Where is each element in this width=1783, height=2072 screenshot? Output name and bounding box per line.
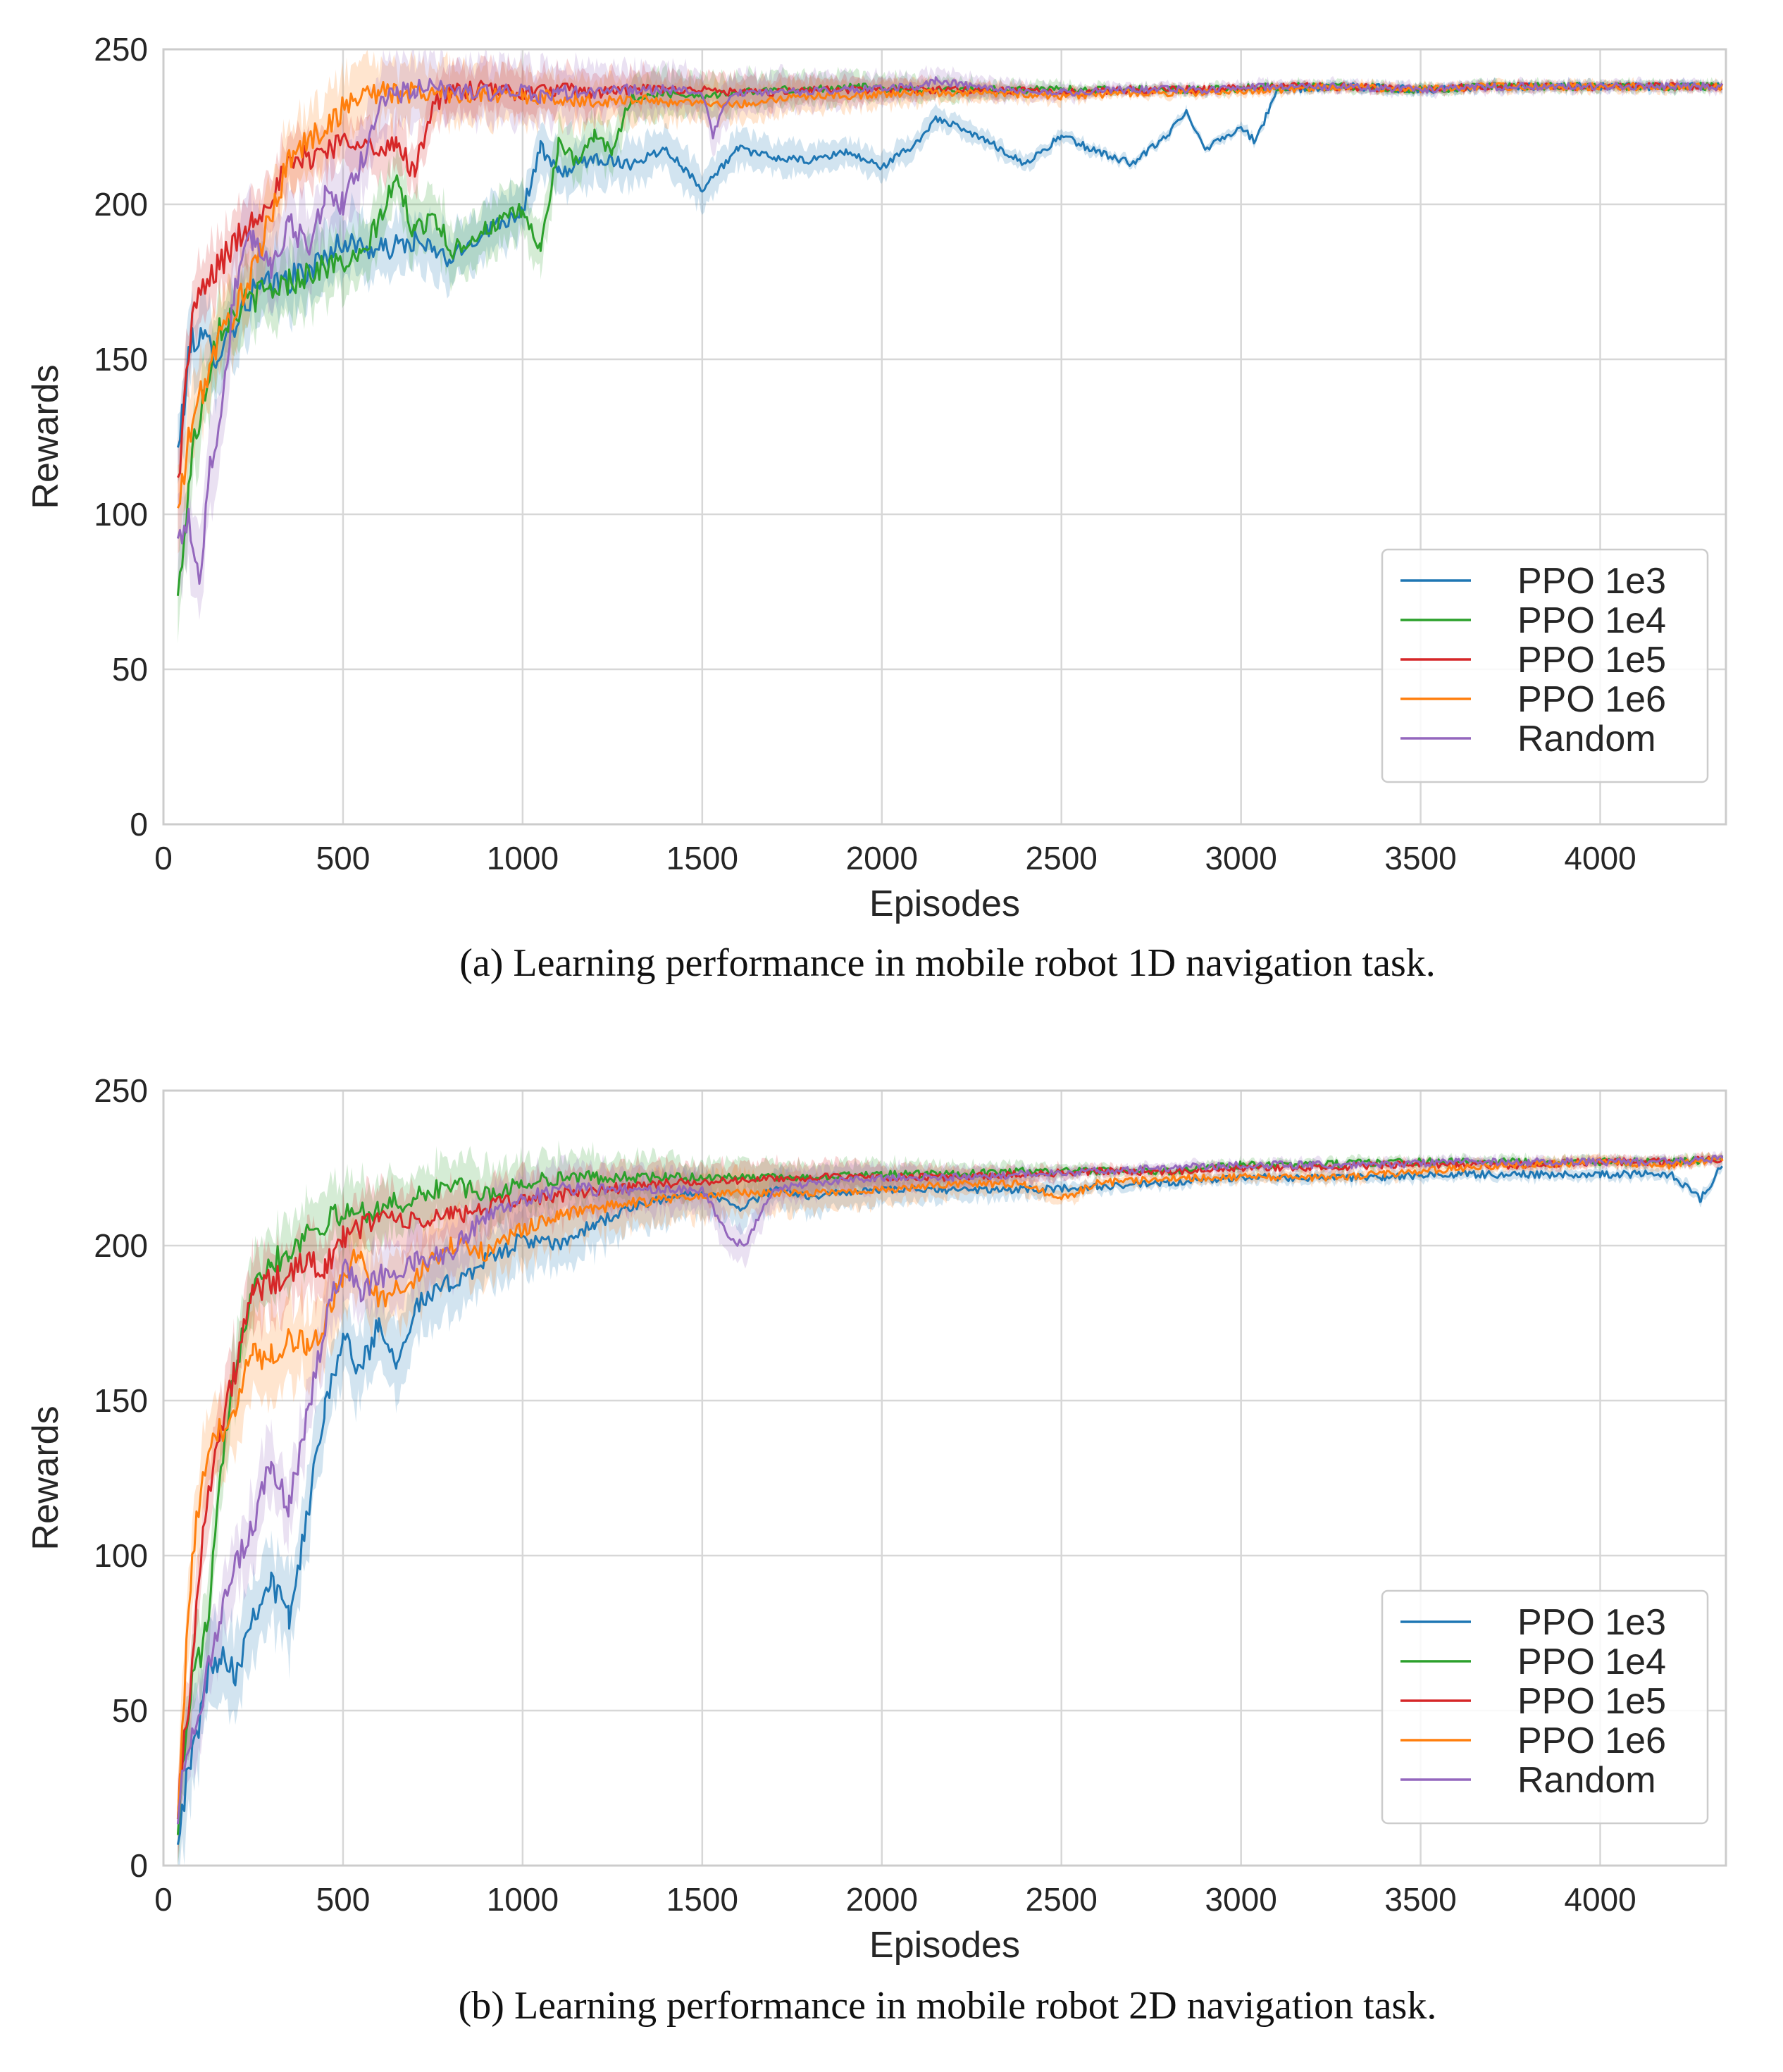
- x-tick-label: 2500: [1026, 1881, 1098, 1918]
- legend-box: [1381, 548, 1709, 783]
- panel-b-chart: 0 500 1000 1500 2000 2500 3000 3500 4000 0 50 100 15…: [25, 1072, 1727, 2028]
- confidence-band-ppo-1e4: [178, 1140, 1722, 1866]
- x-tick-label: 2000: [846, 840, 918, 876]
- x-tick-label: 0: [154, 1881, 173, 1918]
- panel-a-y-axis-label: Rewards: [25, 364, 66, 509]
- x-tick-label: 1500: [666, 840, 738, 876]
- panel-a-chart: 0 500 1000 1500 2000 2500 3000 3500 4000 0 50 100 15…: [25, 31, 1727, 985]
- x-tick-label: 3500: [1384, 1881, 1456, 1918]
- legend-label: PPO 1e6: [1517, 1720, 1666, 1761]
- y-tick-label: 50: [112, 1692, 148, 1729]
- x-tick-label: 1000: [487, 1881, 559, 1918]
- y-tick-label: 250: [94, 1072, 148, 1109]
- y-tick-label: 100: [94, 496, 148, 533]
- x-tick-label: 4000: [1564, 1881, 1636, 1918]
- y-tick-label: 100: [94, 1537, 148, 1574]
- legend-label: PPO 1e5: [1517, 640, 1666, 681]
- y-tick-label: 150: [94, 341, 148, 378]
- x-tick-label: 3000: [1205, 840, 1276, 876]
- x-tick-label: 4000: [1564, 840, 1636, 876]
- legend-label: PPO 1e4: [1517, 600, 1666, 641]
- panel-a-grid: [163, 49, 1726, 824]
- x-tick-label: 2000: [846, 1881, 918, 1918]
- panel-a-ticks: 0 500 1000 1500 2000 2500 3000 3500 4000 0 50 100 15…: [94, 31, 1636, 876]
- y-tick-label: 200: [94, 1227, 148, 1264]
- y-tick-label: 150: [94, 1382, 148, 1419]
- panel-b-bands: [178, 1140, 1722, 1866]
- legend-label: PPO 1e4: [1517, 1642, 1666, 1682]
- x-tick-label: 500: [316, 1881, 371, 1918]
- panel-b-grid: [163, 1091, 1726, 1866]
- y-tick-label: 200: [94, 186, 148, 223]
- y-tick-label: 250: [94, 31, 148, 68]
- x-tick-label: 500: [316, 840, 371, 876]
- legend-box: [1381, 1589, 1709, 1825]
- x-tick-label: 0: [154, 840, 173, 876]
- legend-label: PPO 1e6: [1517, 679, 1666, 720]
- series-line-random: [176, 76, 1724, 585]
- panel-b-axes-frame: [162, 1089, 1727, 1867]
- panel-a-axes-frame: [162, 48, 1727, 826]
- panel-a-lines: [176, 76, 1724, 596]
- legend-label: Random: [1517, 719, 1656, 759]
- confidence-band-ppo-1e3: [178, 77, 1722, 484]
- panel-a-caption: (a) Learning performance in mobile robot…: [459, 941, 1436, 985]
- panel-b-x-axis-label: Episodes: [869, 1925, 1020, 1966]
- panel-b-caption: (b) Learning performance in mobile robot…: [459, 1984, 1437, 2028]
- series-line-ppo-1e5: [176, 1155, 1723, 1819]
- panel-a-bands: [178, 49, 1722, 644]
- y-tick-label: 50: [112, 651, 148, 688]
- legend-label: PPO 1e3: [1517, 1602, 1666, 1643]
- panel-b-y-axis-label: Rewards: [25, 1406, 66, 1550]
- legend-label: PPO 1e3: [1517, 561, 1666, 602]
- panel-a-x-axis-label: Episodes: [869, 883, 1020, 924]
- panel-b-lines: [176, 1154, 1724, 1845]
- x-tick-label: 1000: [487, 840, 559, 876]
- x-tick-label: 2500: [1026, 840, 1098, 876]
- y-tick-label: 0: [130, 806, 148, 843]
- series-line-ppo-1e6: [176, 1155, 1724, 1819]
- legend-label: Random: [1517, 1760, 1656, 1801]
- panel-b-ticks: 0 500 1000 1500 2000 2500 3000 3500 4000 0 50 100 15…: [94, 1072, 1636, 1918]
- series-line-random: [176, 1154, 1724, 1825]
- confidence-band-ppo-1e6: [178, 49, 1722, 554]
- x-tick-label: 3000: [1205, 1881, 1276, 1918]
- legend-label: PPO 1e5: [1517, 1681, 1666, 1722]
- x-tick-label: 1500: [666, 1881, 738, 1918]
- y-tick-label: 0: [130, 1847, 148, 1884]
- x-tick-label: 3500: [1384, 840, 1456, 876]
